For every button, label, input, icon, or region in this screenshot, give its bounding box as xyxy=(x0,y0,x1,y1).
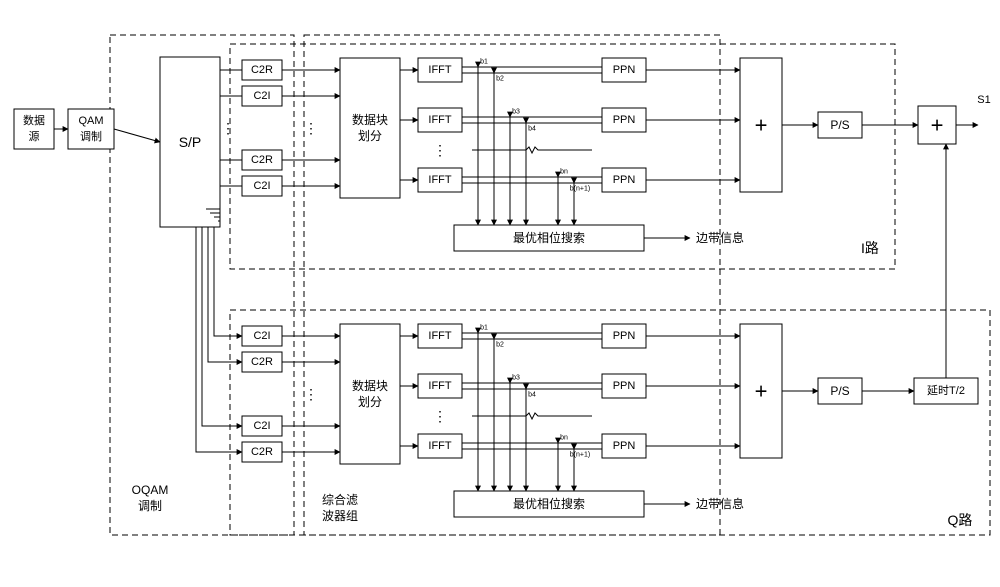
search-q-label: 最优相位搜索 xyxy=(513,496,585,511)
block-i xyxy=(340,58,400,198)
block-i-l2: 划分 xyxy=(358,129,382,143)
bl-i3-b: b(n+1) xyxy=(570,186,590,193)
lbl-s1: S1 xyxy=(977,94,990,106)
sum-i-label: + xyxy=(755,113,768,138)
lbl-filt2: 波器组 xyxy=(322,509,358,523)
sum-out-label: + xyxy=(931,113,944,138)
c2-2-label: C2R xyxy=(251,154,273,166)
bl-q3-a: bn xyxy=(560,435,568,442)
qam-mod-l1: QAM xyxy=(78,115,103,127)
bl-q3-b: b(n+1) xyxy=(570,452,590,459)
ifft-q3-label: IFFT xyxy=(428,440,451,452)
lbl-side-q: 边带信息 xyxy=(696,496,744,511)
ppn-q1-label: PPN xyxy=(613,330,636,342)
sum-q-label: + xyxy=(755,379,768,404)
ppn-q3-label: PPN xyxy=(613,440,636,452)
block-q xyxy=(340,324,400,464)
delay-label: 延时T/2 xyxy=(927,384,965,397)
ifft-i2-label: IFFT xyxy=(428,114,451,126)
ppn-i1-label: PPN xyxy=(613,64,636,76)
lbl-filt1: 综合滤 xyxy=(322,492,358,507)
dots-ifft-q: ⋮ xyxy=(433,408,447,424)
source-l1: 数据 xyxy=(23,113,45,127)
qam-mod-l2: 调制 xyxy=(80,130,102,143)
dots-ifft-i: ⋮ xyxy=(433,142,447,158)
ppn-i3-label: PPN xyxy=(613,174,636,186)
block-i-l1: 数据块 xyxy=(352,112,388,127)
c2-3-label: C2I xyxy=(253,180,270,192)
search-i-label: 最优相位搜索 xyxy=(513,230,585,245)
lbl-q: Q路 xyxy=(948,512,973,528)
bl-i2-a: b3 xyxy=(512,109,520,116)
source-l2: 源 xyxy=(29,129,40,143)
sp-label: S/P xyxy=(179,134,202,150)
c2-4-label: C2I xyxy=(253,330,270,342)
bl-i1-b: b2 xyxy=(496,76,504,83)
c2-7-label: C2R xyxy=(251,446,273,458)
wave-q xyxy=(472,413,592,419)
ifft-i3-label: IFFT xyxy=(428,174,451,186)
c2-0-label: C2R xyxy=(251,64,273,76)
wave-i xyxy=(472,147,592,153)
c2-1-label: C2I xyxy=(253,90,270,102)
sp-c2q-3 xyxy=(196,227,242,452)
ps-q-label: P/S xyxy=(830,384,849,398)
bl-i1-a: b1 xyxy=(480,59,488,66)
ifft-q2-label: IFFT xyxy=(428,380,451,392)
bl-q1-b: b2 xyxy=(496,342,504,349)
ppn-q2-label: PPN xyxy=(613,380,636,392)
bl-q2-b: b4 xyxy=(528,392,536,399)
lbl-side-i: 边带信息 xyxy=(696,230,744,245)
c2-6-label: C2I xyxy=(253,420,270,432)
block-q-l1: 数据块 xyxy=(352,378,388,393)
lbl-oqam1: OQAM xyxy=(132,483,169,497)
c2-5-label: C2R xyxy=(251,356,273,368)
lbl-oqam2: 调制 xyxy=(138,499,162,513)
sp-c2q-1 xyxy=(208,227,242,362)
block-q-l2: 划分 xyxy=(358,395,382,409)
bl-i3-a: bn xyxy=(560,169,568,176)
arr-qam-sp xyxy=(114,129,160,142)
ifft-q1-label: IFFT xyxy=(428,330,451,342)
bl-i2-b: b4 xyxy=(528,126,536,133)
ifft-i1-label: IFFT xyxy=(428,64,451,76)
lbl-i: I路 xyxy=(861,240,879,256)
dots-c2i: ⋮ xyxy=(304,120,318,136)
ps-i-label: P/S xyxy=(830,118,849,132)
sp-c2q-0 xyxy=(214,227,242,336)
dots-c2q: ⋮ xyxy=(304,386,318,402)
ppn-i2-label: PPN xyxy=(613,114,636,126)
bl-q2-a: b3 xyxy=(512,375,520,382)
dots-i: ⋮ xyxy=(221,120,235,136)
bl-q1-a: b1 xyxy=(480,325,488,332)
